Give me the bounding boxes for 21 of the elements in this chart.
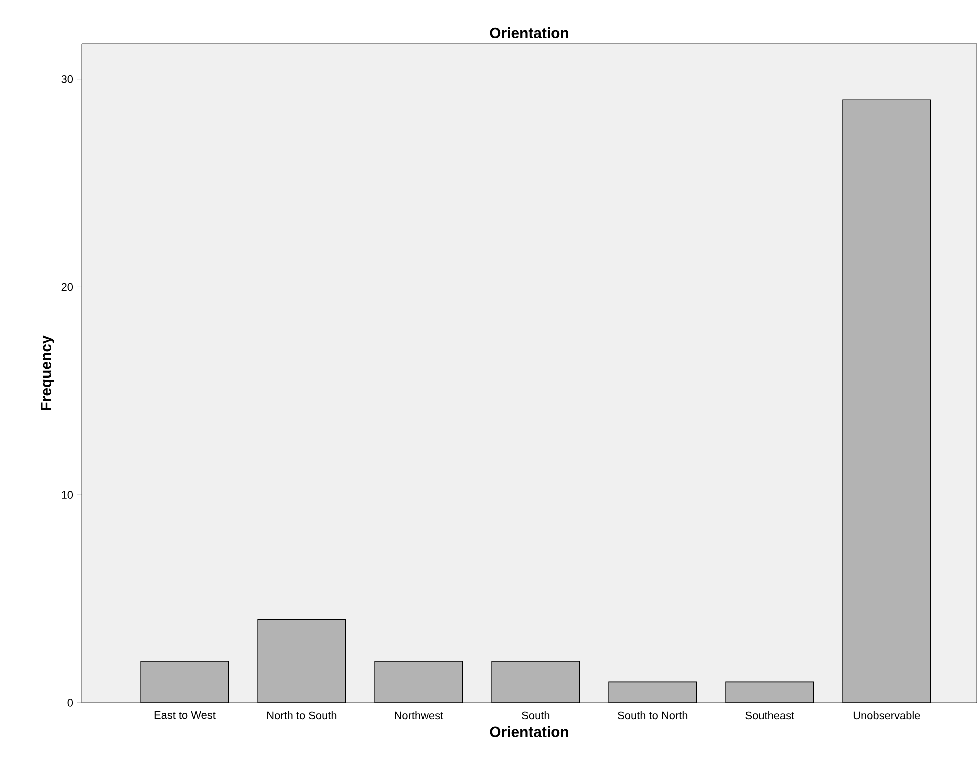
x-tick-label: Northwest [395, 712, 444, 720]
x-axis-title: Orientation [490, 726, 568, 738]
x-tick-label: East to West [154, 712, 216, 720]
y-tick-label: 30 [62, 75, 74, 84]
x-tick-label: South [522, 712, 550, 720]
bar [726, 682, 814, 703]
bar [492, 661, 580, 703]
bar [258, 619, 346, 703]
chart-title: Orientation [490, 28, 568, 38]
y-axis-title: Frequency [41, 336, 54, 410]
y-tick-label: 20 [62, 283, 74, 292]
x-tick-label: South to North [618, 712, 688, 720]
y-tick-label: 0 [68, 699, 74, 707]
bar [374, 661, 464, 703]
bar [141, 661, 229, 703]
y-tick-label: 10 [62, 491, 74, 499]
bar [842, 100, 932, 703]
bar [608, 682, 698, 703]
x-tick-label: Unobservable [854, 712, 920, 720]
x-tick-label: Southeast [746, 712, 795, 720]
x-tick-label: North to South [268, 712, 337, 720]
